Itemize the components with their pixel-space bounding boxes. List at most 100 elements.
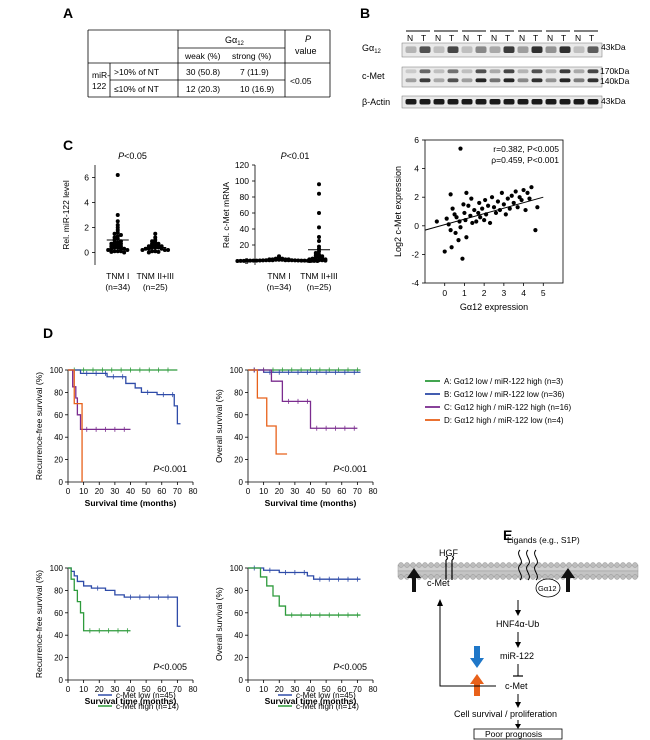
x-tick-label: 50 [142,685,151,694]
x-tick-label: 40 [126,487,135,496]
lane-label: T [533,33,538,43]
x-tick-label: 80 [189,487,198,496]
blot-band [587,46,599,53]
x-tick-label: 80 [369,487,378,496]
x-tick-label: 70 [353,487,362,496]
p-value: P<0.001 [333,464,367,474]
blot-band [419,46,431,53]
km-os-cmet: 0 10 20 30 40 50 60 70 80 0 20 40 60 80 100 Survival ti… [214,564,378,711]
up-arrow-orange-icon [470,674,484,696]
data-point [241,258,246,263]
data-point [140,248,145,252]
y-tick-label: 6 [414,135,419,145]
y-tick-label: 4 [84,198,89,208]
y-tick-label: 80 [54,586,63,595]
blot-band [573,46,585,53]
y-tick-label: 80 [240,192,250,202]
blot-band [573,78,585,83]
blot-band [489,99,501,105]
data-point [527,196,532,201]
arrowhead-icon [515,702,521,708]
data-point [511,200,516,206]
data-point [442,249,447,254]
y-tick-label: 40 [54,433,63,442]
lane-label: N [463,33,469,43]
data-point [449,245,454,250]
data-point [509,193,514,198]
x-tick-label: 1 [462,288,467,298]
category-label: (n=25) [143,282,168,292]
blot-band [405,69,417,74]
x-tick-label: 60 [337,685,346,694]
marker-43kda-2: 43kDa [601,96,626,106]
data-point [109,249,114,254]
blot-band [405,99,417,105]
x-tick-label: 0 [66,685,71,694]
data-point [317,211,321,215]
marker-140kda: 140kDa [600,76,630,86]
dotplot-cmet-mrna: 020406080100120Rel. c-Met mRNAP<0.01TNM … [221,151,338,292]
arrowhead-icon [515,642,521,648]
blot-band [433,69,445,74]
legend-label: D: Gα12 high / miR-122 low (n=4) [444,416,564,425]
blot-band [489,46,501,53]
x-tick-label: 60 [337,487,346,496]
y-axis-label: Overall survival (%) [214,587,224,661]
arrowhead-icon [515,724,521,729]
data-point [461,202,466,207]
data-point [491,205,497,210]
up-arrow-icon [561,568,575,592]
data-point [501,202,506,207]
blot-band [461,69,473,74]
data-point [317,191,321,196]
survival-curve [248,567,361,580]
survival-curve [248,567,361,616]
data-point [468,213,473,218]
data-point [112,231,117,236]
y-tick-label: 60 [234,411,243,420]
blot-band [517,99,529,105]
x-axis-label: Survival time (months) [85,498,177,508]
x-tick-label: 10 [259,487,268,496]
data-point [264,258,269,263]
data-point [519,197,524,203]
x-tick-label: 60 [157,487,166,496]
row2-weak: 12 (20.3) [186,84,220,94]
category-label: TNM II+III [136,271,174,281]
blot-band [475,78,487,83]
data-point [533,227,538,233]
gpcr-icon [518,549,538,581]
data-point [460,256,465,261]
blot-band [517,69,529,74]
y-tick-label: 6 [84,173,89,183]
arrowhead-icon [437,599,443,606]
data-point [245,258,249,263]
data-point [317,182,321,187]
data-point [251,258,256,263]
data-point [505,196,510,201]
data-point [235,259,240,263]
blot-label-cmet: c-Met [362,71,385,81]
y-tick-label: 60 [54,411,63,420]
data-point [248,258,253,263]
blot-band [545,99,557,105]
blot-band [475,69,487,74]
blot-band [545,69,557,74]
x-tick-label: 30 [110,685,119,694]
data-point [115,213,120,217]
y-tick-label: 40 [240,224,250,234]
blot-band [447,78,459,83]
blot-band [559,99,571,105]
x-tick-label: 30 [290,487,299,496]
data-point [454,215,459,220]
data-point [469,196,474,201]
y-tick-label: 0 [59,676,64,685]
table-p-label: P [305,34,311,44]
panel-label-d: D [43,325,53,341]
data-point [458,225,463,230]
x-tick-label: 20 [275,685,284,694]
data-point [115,245,120,250]
lane-label: T [561,33,566,43]
